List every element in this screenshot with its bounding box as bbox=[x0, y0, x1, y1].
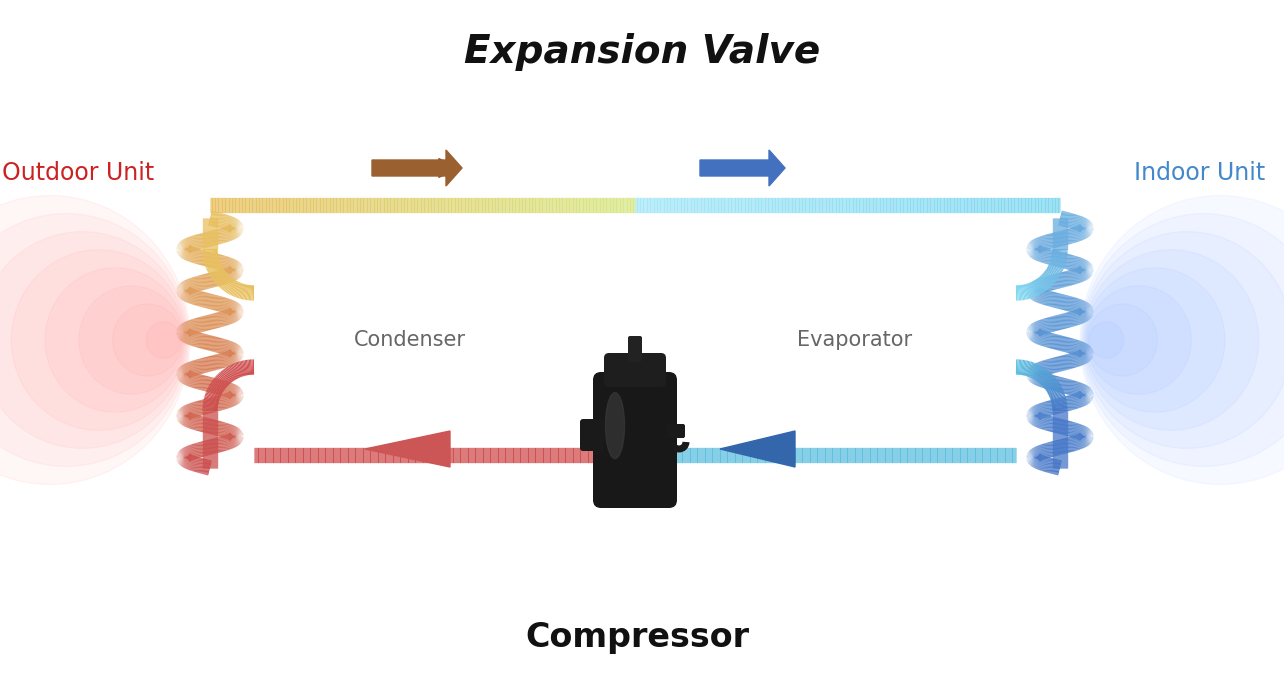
Ellipse shape bbox=[1085, 267, 1225, 412]
Polygon shape bbox=[700, 150, 785, 186]
FancyBboxPatch shape bbox=[580, 419, 603, 451]
FancyBboxPatch shape bbox=[603, 353, 666, 387]
Ellipse shape bbox=[1088, 304, 1157, 376]
Ellipse shape bbox=[146, 322, 181, 358]
Ellipse shape bbox=[113, 304, 182, 376]
Ellipse shape bbox=[1089, 322, 1124, 358]
Ellipse shape bbox=[45, 267, 185, 412]
Ellipse shape bbox=[1081, 214, 1284, 466]
FancyBboxPatch shape bbox=[628, 336, 642, 362]
FancyBboxPatch shape bbox=[666, 424, 684, 438]
Text: Compressor: Compressor bbox=[525, 622, 749, 654]
Ellipse shape bbox=[1080, 195, 1284, 484]
Polygon shape bbox=[372, 150, 462, 186]
Ellipse shape bbox=[0, 214, 189, 466]
Ellipse shape bbox=[1082, 232, 1284, 449]
Text: Evaporator: Evaporator bbox=[797, 330, 913, 350]
Text: Outdoor Unit: Outdoor Unit bbox=[1, 161, 154, 185]
Ellipse shape bbox=[1086, 286, 1192, 394]
Text: Indoor Unit: Indoor Unit bbox=[1134, 161, 1266, 185]
Ellipse shape bbox=[12, 250, 186, 430]
Ellipse shape bbox=[606, 393, 624, 458]
Text: Condenser: Condenser bbox=[354, 330, 466, 350]
Ellipse shape bbox=[78, 286, 184, 394]
Polygon shape bbox=[365, 431, 449, 467]
Ellipse shape bbox=[1084, 250, 1258, 430]
Ellipse shape bbox=[0, 195, 190, 484]
Ellipse shape bbox=[0, 232, 187, 449]
FancyBboxPatch shape bbox=[593, 372, 677, 508]
Text: Expansion Valve: Expansion Valve bbox=[464, 33, 820, 71]
Polygon shape bbox=[720, 431, 795, 467]
